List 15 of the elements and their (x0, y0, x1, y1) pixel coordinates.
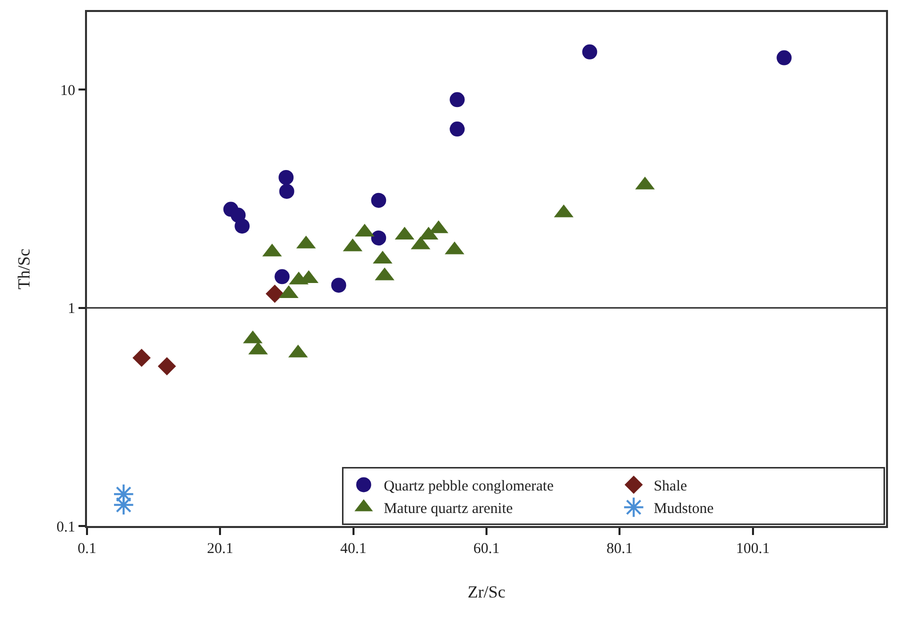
y-axis-title: Th/Sc (14, 248, 34, 290)
x-tick-label: 60.1 (473, 540, 500, 557)
x-tick-label: 40.1 (340, 540, 366, 557)
x-axis-title: Zr/Sc (468, 582, 506, 602)
legend-label: Quartz pebble conglomerate (384, 478, 554, 495)
legend-label: Shale (654, 478, 688, 495)
y-tick-label: 10 (60, 82, 76, 99)
legend-label: Mudstone (654, 501, 714, 518)
x-tick-label: 20.1 (207, 540, 234, 557)
x-tick-label: 0.1 (78, 540, 96, 557)
x-tick-label: 100.1 (736, 540, 770, 557)
y-tick-label: 0.1 (56, 519, 76, 536)
legend-label: Mature quartz arenite (384, 501, 514, 518)
x-tick-label: 80.1 (606, 540, 633, 557)
y-tick-label: 1 (68, 301, 76, 318)
